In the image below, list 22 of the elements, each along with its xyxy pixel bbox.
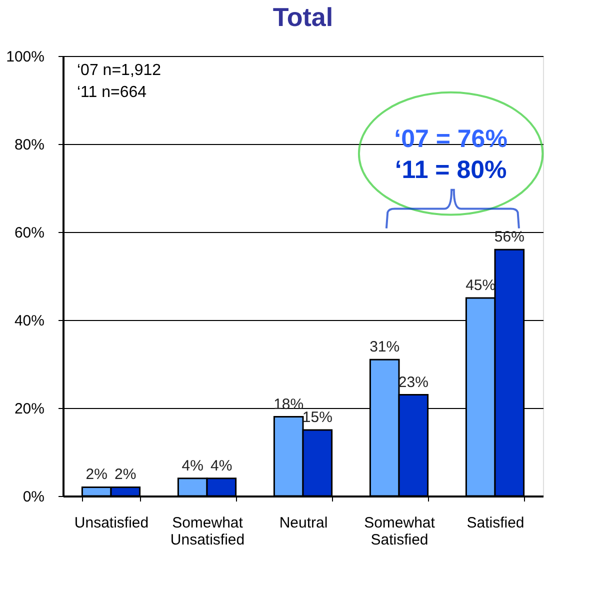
y-tick-label: 0% bbox=[22, 488, 44, 506]
data-label: 15% bbox=[302, 409, 332, 426]
x-tick-label: Somewhat Unsatisfied bbox=[170, 514, 245, 548]
data-label: 56% bbox=[494, 228, 524, 246]
x-tick-label: Satisfied bbox=[466, 514, 524, 532]
annotation: ‘11 n=664 bbox=[77, 84, 147, 101]
y-tick-label: 80% bbox=[14, 136, 44, 154]
y-tick-label: 60% bbox=[14, 224, 44, 242]
chart-title: Total bbox=[272, 2, 334, 32]
data-label: 2% bbox=[86, 466, 108, 484]
y-tick-label: 40% bbox=[14, 312, 44, 330]
data-label: 2% bbox=[114, 466, 136, 484]
annotation: ‘07 n=1,912 bbox=[77, 62, 162, 79]
y-tick-label: 20% bbox=[14, 400, 44, 418]
y-tick-label: 100% bbox=[6, 48, 44, 66]
data-label: 4% bbox=[210, 457, 232, 474]
annotation: ‘11 = 80% bbox=[394, 156, 507, 184]
x-tick-label: Neutral bbox=[279, 514, 328, 532]
data-label: 4% bbox=[182, 457, 204, 474]
x-tick-label: Unsatisfied bbox=[74, 514, 149, 532]
data-label: 31% bbox=[370, 338, 400, 356]
x-tick-label: Somewhat Satisfied bbox=[364, 514, 436, 548]
